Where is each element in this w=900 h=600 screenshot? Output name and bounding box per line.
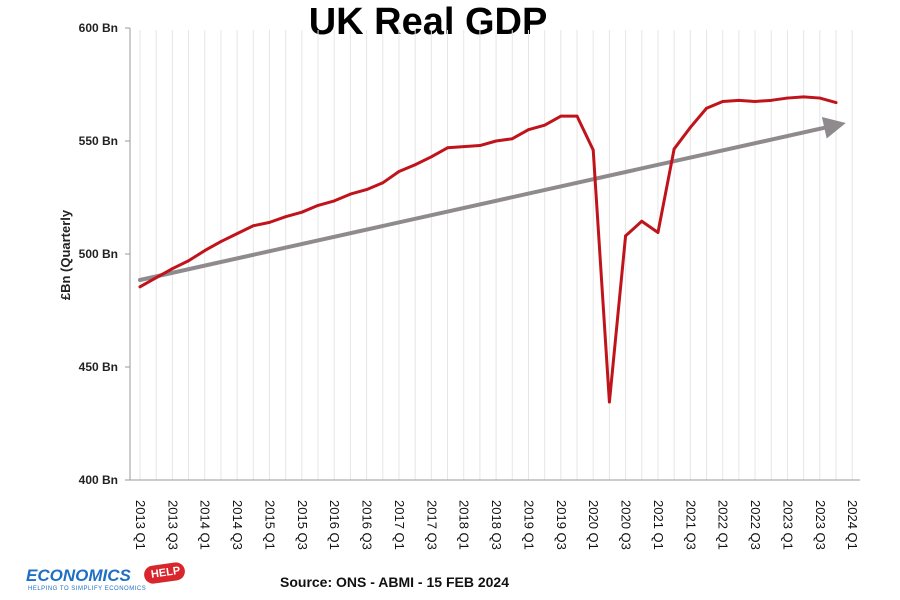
x-tick-label: 2024 Q1 (845, 500, 860, 550)
x-tick-label: 2016 Q3 (360, 500, 375, 550)
x-tick-label: 2017 Q3 (424, 500, 439, 550)
data-point (769, 98, 773, 102)
x-tick-label: 2023 Q3 (813, 500, 828, 550)
y-tick-label: 400 Bn (79, 473, 118, 487)
economics-help-logo: ECONOMICS HELP HELPING TO SIMPLIFY ECONO… (26, 561, 187, 596)
data-point (834, 101, 838, 104)
data-point (608, 400, 611, 404)
data-point (462, 145, 466, 149)
data-point (624, 234, 627, 238)
data-point (429, 155, 433, 159)
data-point (737, 98, 741, 102)
data-point (786, 96, 789, 100)
x-tick-label: 2018 Q1 (457, 500, 472, 550)
data-point (300, 210, 304, 214)
data-point (251, 224, 255, 228)
trend-arrow (138, 117, 846, 282)
x-tick-label: 2018 Q3 (489, 500, 504, 550)
data-point (802, 95, 806, 99)
series-layer (138, 95, 838, 404)
data-point (818, 96, 822, 100)
data-point (413, 163, 417, 167)
x-tick-label: 2021 Q1 (651, 500, 666, 550)
x-tick-label: 2014 Q1 (198, 500, 213, 550)
source-note: Source: ONS - ABMI - 15 FEB 2024 (280, 574, 509, 590)
data-point (640, 219, 644, 223)
data-point (753, 100, 757, 103)
x-tick-label: 2015 Q1 (262, 500, 277, 550)
data-point (527, 128, 530, 132)
y-tick-label: 550 Bn (79, 134, 118, 148)
x-tick-label: 2022 Q1 (716, 500, 731, 550)
x-tick-label: 2020 Q3 (619, 500, 634, 550)
data-point (446, 146, 449, 150)
data-point (203, 249, 207, 253)
data-point (543, 123, 547, 127)
logo-wordmark: ECONOMICS (26, 566, 131, 585)
data-point (494, 139, 498, 143)
x-tick-label: 2014 Q3 (230, 500, 245, 550)
data-point (284, 215, 288, 219)
data-point (381, 181, 385, 185)
data-point (705, 106, 708, 110)
logo-tagline: HELPING TO SIMPLIFY ECONOMICS (28, 586, 147, 592)
y-axis: 400 Bn 450 Bn 500 Bn 550 Bn 600 Bn (79, 21, 131, 487)
grid-lines (139, 30, 853, 480)
data-point (235, 232, 239, 236)
x-tick-label: 2019 Q3 (554, 500, 569, 550)
x-tick-label: 2013 Q3 (165, 500, 180, 550)
data-point (154, 276, 158, 280)
x-tick-label: 2016 Q1 (327, 500, 342, 550)
data-point (365, 188, 368, 191)
data-point (316, 204, 320, 207)
data-point (332, 199, 336, 203)
x-tick-label: 2013 Q1 (133, 500, 148, 550)
data-point (575, 114, 579, 118)
trend-line (138, 125, 827, 282)
data-point (559, 114, 563, 118)
chart-title: UK Real GDP (309, 1, 548, 43)
x-tick-label: 2015 Q3 (295, 500, 310, 550)
x-tick-label: 2021 Q3 (683, 500, 698, 550)
x-tick-label: 2020 Q1 (586, 500, 601, 550)
data-point (721, 100, 725, 103)
x-tick-label: 2022 Q3 (748, 500, 763, 550)
data-point (478, 144, 482, 147)
data-point (591, 148, 595, 152)
x-tick-label: 2017 Q1 (392, 500, 407, 550)
data-point (268, 220, 271, 224)
data-point (656, 231, 660, 234)
y-tick-label: 500 Bn (79, 247, 118, 261)
gdp-series-line (138, 95, 838, 404)
data-point (170, 267, 174, 271)
x-tick-label: 2019 Q1 (521, 500, 536, 550)
x-axis: 2013 Q1 2013 Q3 2014 Q1 2014 Q3 2015 Q1 2015 … (130, 479, 860, 550)
y-axis-label: £Bn (Quarterly (58, 209, 73, 300)
data-point (187, 259, 190, 263)
data-point (397, 170, 401, 173)
y-tick-label: 600 Bn (79, 21, 118, 35)
y-tick-label: 450 Bn (79, 360, 118, 374)
data-point (349, 192, 352, 196)
data-point (688, 126, 692, 129)
data-point (510, 137, 514, 141)
data-point (672, 147, 676, 151)
trend-arrowhead (821, 117, 846, 139)
data-point (219, 240, 223, 243)
data-point (138, 285, 142, 289)
x-tick-label: 2023 Q1 (780, 500, 795, 550)
